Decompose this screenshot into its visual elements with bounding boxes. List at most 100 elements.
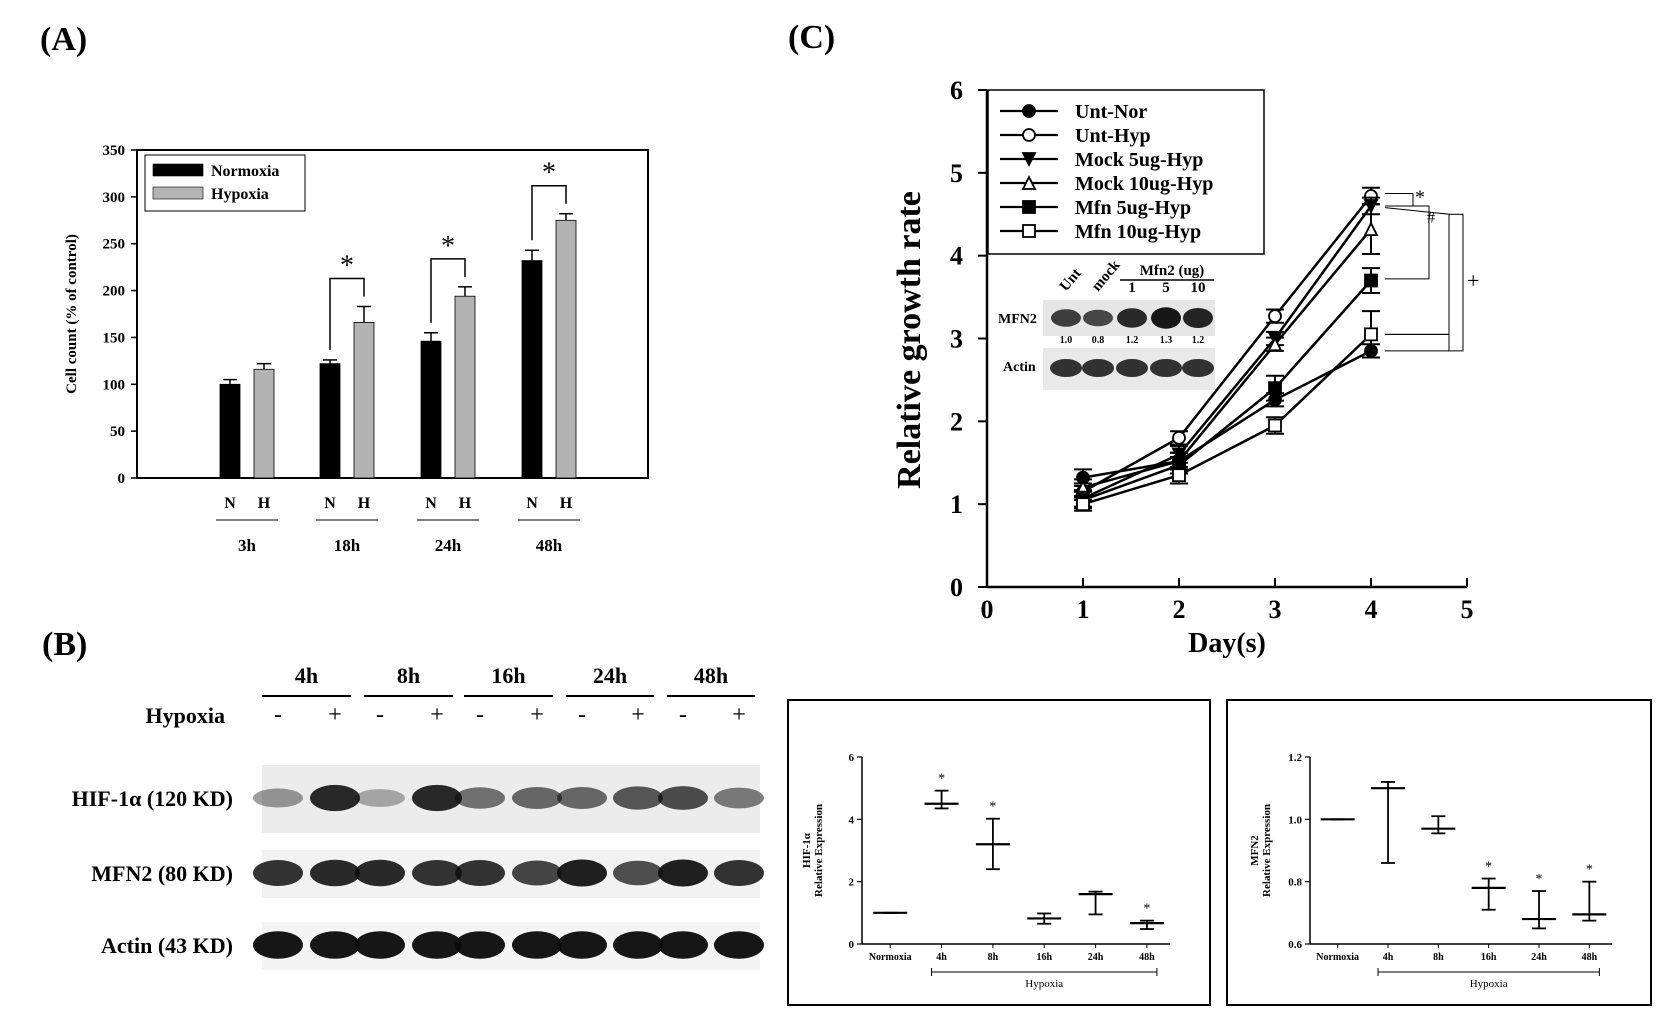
chart-a-bar-label: N <box>224 495 236 512</box>
chart-c-marker-square <box>1364 273 1378 288</box>
chart-c-series-line <box>1082 205 1373 500</box>
chart-c-legend-label: Unt-Hyp <box>1075 125 1151 147</box>
small-chart-category-label: 24h <box>1088 952 1104 963</box>
chart-c-marker-circle <box>1022 104 1036 118</box>
blot-band <box>253 931 303 959</box>
chart-c-xtick-label: 2 <box>1173 595 1186 624</box>
chart-a-bar-label: N <box>526 495 538 512</box>
chart-a-bar <box>454 295 476 479</box>
blot-protein-label: Actin (43 KD) <box>101 933 233 958</box>
chart-b-mfn2-relative-expression: 0.6 0.8 1.0 1.2 Normoxia 4h 8h 16h * 24h * 48h * Hypo… <box>1226 699 1652 1006</box>
inset-lane-label: mock <box>1089 257 1124 295</box>
blot-band <box>512 787 562 809</box>
small-chart-ylabel: MFN2 <box>1249 835 1261 866</box>
chart-a-bar <box>319 363 341 479</box>
chart-c-legend-label: Mock 10ug-Hyp <box>1075 173 1213 195</box>
inset-row-label: Actin <box>1003 360 1036 375</box>
chart-c-marker-square <box>1172 468 1186 483</box>
blot-sign: - <box>376 702 384 728</box>
blot-sign: - <box>274 702 282 728</box>
small-chart-category-label: 16h <box>1481 952 1497 963</box>
chart-a-bar-label: H <box>258 495 271 512</box>
chart-c-marker-square <box>1364 327 1378 342</box>
blot-band <box>310 859 360 887</box>
chart-c-legend-label: Mfn 5ug-Hyp <box>1075 197 1191 219</box>
blot-band <box>613 786 663 810</box>
small-chart-category-label: 16h <box>1036 952 1052 963</box>
blot-band <box>557 859 607 887</box>
inset-mfn2-band <box>1151 307 1181 329</box>
chart-c-series-line <box>1082 349 1372 479</box>
chart-c-ytick-label: 3 <box>950 325 963 354</box>
chart-c-annotation-star: * <box>1415 187 1425 209</box>
chart-a-bar <box>353 322 375 479</box>
chart-a-significance-bracket <box>531 184 567 241</box>
small-chart-ytick-label: 0 <box>849 939 855 951</box>
inset-quant-value: 1.0 <box>1060 335 1073 346</box>
blot-timepoint-label: 48h <box>694 663 728 688</box>
blot-band <box>253 860 303 886</box>
blot-band <box>658 786 708 810</box>
chart-c-marker-square <box>1022 224 1036 238</box>
blot-band <box>455 787 505 809</box>
chart-a-cell-count: 0 50 100 150 200 250 300 350 Cell count (% of co… <box>64 143 649 555</box>
small-chart-category-label: 48h <box>1582 952 1598 963</box>
inset-quant-value: 1.2 <box>1192 335 1205 346</box>
small-chart-significance-mark: * <box>1586 863 1593 878</box>
blot-band <box>310 931 360 959</box>
chart-c-ytick-label: 0 <box>950 573 963 602</box>
small-chart-category-label: Normoxia <box>869 952 912 963</box>
small-chart-category-label: 4h <box>1383 952 1394 963</box>
panel-a-label: (A) <box>40 21 87 58</box>
chart-c-annotation-hash: # <box>1427 210 1435 227</box>
blot-band <box>455 860 505 886</box>
chart-c-growth-rate: 0 1 2 3 4 5 6 0 1 2 3 4 5 Day(s) Relative growth rate U… <box>891 76 1479 659</box>
blot-sign: + <box>430 702 444 728</box>
blot-sign: - <box>476 702 484 728</box>
chart-c-ylabel: Relative growth rate <box>891 191 928 489</box>
inset-actin-band <box>1150 359 1182 377</box>
small-chart-significance-mark: * <box>1143 902 1150 917</box>
chart-c-series-line <box>1082 228 1372 489</box>
chart-a-bar-label: H <box>358 495 371 512</box>
small-chart-category-label: 48h <box>1139 952 1155 963</box>
chart-a-ytick-label: 350 <box>103 143 126 159</box>
inset-mfn2-band <box>1051 309 1081 327</box>
chart-a-ytick-label: 250 <box>103 237 126 253</box>
blot-timepoint-label: 4h <box>295 663 318 688</box>
chart-a-bar <box>521 260 543 479</box>
chart-c-bracket-hash <box>1385 205 1430 280</box>
chart-a-group-label: 24h <box>435 536 462 555</box>
inset-actin-band <box>1082 359 1114 377</box>
blot-sign: + <box>530 702 544 728</box>
chart-c-marker-circle <box>1172 430 1186 445</box>
blot-band <box>355 789 405 807</box>
chart-c-bracket-star <box>1385 193 1414 207</box>
blot-protein-label: MFN2 (80 KD) <box>91 861 233 886</box>
chart-a-plot-frame <box>136 149 649 479</box>
chart-c-marker-square <box>1076 497 1090 512</box>
chart-a-ylabel: Cell count (% of control) <box>64 234 80 394</box>
chart-c-marker-square <box>1268 381 1282 396</box>
chart-c-marker-triangle-down <box>1021 152 1037 168</box>
blot-protein-label: HIF-1α (120 KD) <box>72 786 233 811</box>
inset-quant-value: 1.2 <box>1126 335 1139 346</box>
chart-c-xlabel: Day(s) <box>1188 628 1266 659</box>
chart-a-bar <box>219 383 241 479</box>
chart-c-ytick-label: 4 <box>950 242 963 271</box>
chart-c-inset-blot: Unt 1.0 mock 0.8 1 1.2 5 1.3 10 1.2 Mfn2 (ug) MFN2 A… <box>998 257 1215 390</box>
inset-mfn2-band <box>1117 308 1147 328</box>
inset-quant-value: 0.8 <box>1092 335 1105 346</box>
small-chart-group-label: Hypoxia <box>1470 978 1508 990</box>
chart-c-ytick-label: 1 <box>950 490 963 519</box>
blot-timepoint-label: 24h <box>593 663 627 688</box>
inset-mfn2-band <box>1183 308 1213 328</box>
blot-sign: - <box>679 702 687 728</box>
panel-b-label: (B) <box>42 626 87 663</box>
blot-band <box>355 859 405 887</box>
inset-actin-band <box>1182 359 1214 377</box>
inset-header: Mfn2 (ug) <box>1140 263 1205 279</box>
chart-a-bar-label: N <box>425 495 437 512</box>
blot-band <box>455 931 505 959</box>
